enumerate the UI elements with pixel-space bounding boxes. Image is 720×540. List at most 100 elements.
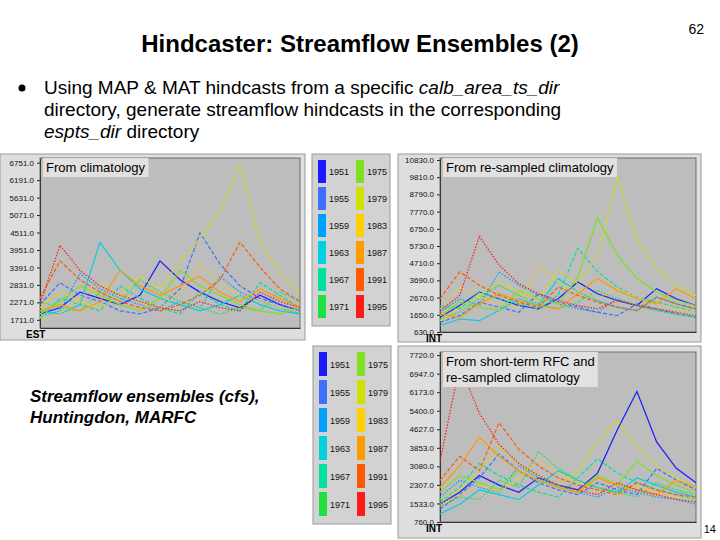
plot-frame	[40, 158, 300, 328]
legend-swatch	[319, 352, 327, 376]
y-tick: 6173.0	[410, 388, 440, 397]
legend-entry: 1967	[319, 464, 350, 488]
bullet-line: espts_dir directory	[44, 121, 200, 142]
ensemble-line	[40, 164, 300, 307]
legend-swatch	[319, 436, 327, 460]
ensemble-line	[440, 279, 696, 326]
y-axis: 7720.06947.06173.05400.04627.03853.03080…	[410, 351, 441, 527]
title-box	[43, 158, 148, 177]
ensemble-line	[440, 459, 696, 502]
legend-swatch	[356, 187, 364, 210]
y-tick-mark	[437, 485, 440, 486]
chart-panel	[0, 154, 305, 340]
chart-title: From short-term RFC andre-sampled climat…	[446, 354, 595, 385]
y-tick-mark	[437, 503, 440, 504]
y-tick-mark	[437, 177, 440, 178]
legend-label: 1963	[329, 248, 349, 258]
y-tick-mark	[37, 163, 40, 164]
y-tick: 3391.0	[10, 264, 40, 273]
title-box	[443, 352, 598, 387]
legend-label: 1971	[329, 302, 349, 312]
legend-panel	[312, 154, 390, 326]
legend: 1951195519591963196719711975197919831987…	[312, 154, 390, 326]
legend-swatch	[318, 187, 326, 210]
legend-swatch	[318, 295, 326, 318]
chart-panel	[398, 154, 701, 342]
bullet-run: Using MAP & MAT hindcasts from a specifi…	[44, 77, 419, 98]
y-tick: 3690.0	[410, 276, 440, 285]
legend-entry: 1971	[319, 492, 350, 516]
legend-entry: 1959	[319, 408, 350, 432]
legend-label: 1995	[367, 302, 387, 312]
y-tick: 7770.0	[410, 208, 440, 217]
y-tick-mark	[437, 392, 440, 393]
legend-label: 1991	[367, 275, 387, 285]
legend-swatch	[319, 380, 327, 404]
ensemble-line	[440, 392, 696, 505]
y-tick: 8790.0	[410, 190, 440, 199]
legend-label: 1975	[368, 360, 388, 370]
ensemble-line	[440, 177, 696, 320]
ensemble-line	[40, 242, 300, 314]
y-tick-label: 1650.0	[410, 311, 435, 320]
legend-entry: 1995	[357, 492, 388, 516]
legend-swatch	[356, 241, 364, 264]
y-tick-mark	[437, 315, 440, 316]
legend-entry: 1959	[318, 214, 349, 237]
y-tick-label: 3080.0	[410, 462, 435, 471]
y-tick: 6191.0	[10, 176, 40, 185]
legend-swatch	[319, 492, 327, 516]
plot-frame	[440, 158, 696, 332]
y-tick-mark	[437, 280, 440, 281]
y-tick-mark	[437, 411, 440, 412]
caption: Streamflow ensembles (cfs), Huntingdon, M…	[30, 387, 260, 427]
legend-entry: 1955	[319, 380, 350, 404]
ensemble-line	[40, 233, 300, 314]
legend-label: 1951	[330, 360, 350, 370]
y-tick-mark	[437, 229, 440, 230]
y-tick-mark	[37, 198, 40, 199]
ensemble-line	[440, 236, 696, 315]
y-tick-mark	[437, 194, 440, 195]
legend-label: 1995	[368, 500, 388, 510]
y-tick: 6750.0	[410, 225, 440, 234]
page-number: 62	[688, 21, 704, 37]
y-tick-label: 6947.0	[410, 370, 435, 379]
chart: 6751.06191.05631.05071.04511.03951.03391…	[0, 154, 390, 340]
y-tick-label: 2271.0	[10, 298, 35, 307]
y-tick: 1650.0	[410, 311, 440, 320]
ensemble-line	[440, 272, 696, 318]
y-tick-mark	[37, 267, 40, 268]
y-tick: 2831.0	[10, 281, 40, 290]
y-tick-mark	[437, 212, 440, 213]
legend-label: 1975	[367, 167, 387, 177]
ensemble-line	[440, 461, 696, 504]
caption-line: Streamflow ensembles (cfs),	[30, 387, 260, 406]
y-tick-label: 7770.0	[410, 208, 435, 217]
legend-label: 1991	[368, 472, 388, 482]
legend-label: 1967	[330, 472, 350, 482]
slide: Hindcaster: Streamflow Ensembles (2)62Us…	[0, 0, 720, 540]
legend-entry: 1979	[357, 380, 388, 404]
y-tick-label: 5631.0	[10, 194, 35, 203]
caption-line: Huntingdon, MARFC	[30, 408, 197, 427]
legend-swatch	[356, 214, 364, 237]
series-group	[440, 365, 696, 514]
legend-entry: 1995	[356, 295, 387, 318]
y-tick-label: 1533.0	[410, 500, 435, 509]
title-box	[443, 158, 617, 177]
y-tick-label: 3690.0	[410, 276, 435, 285]
y-tick-mark	[37, 302, 40, 303]
bullet-run: espts_dir	[44, 121, 122, 142]
legend-label: 1959	[329, 221, 349, 231]
ensemble-line	[40, 245, 300, 311]
y-tick: 1533.0	[410, 500, 440, 509]
y-tick-label: 5730.0	[410, 242, 435, 251]
legend-label: 1983	[368, 416, 388, 426]
y-tick-label: 3853.0	[410, 444, 435, 453]
ensemble-line	[40, 242, 300, 311]
y-tick: 6947.0	[410, 370, 440, 379]
legend-entry: 1951	[319, 352, 350, 376]
ensemble-line	[40, 264, 300, 317]
y-tick: 2307.0	[410, 481, 440, 490]
